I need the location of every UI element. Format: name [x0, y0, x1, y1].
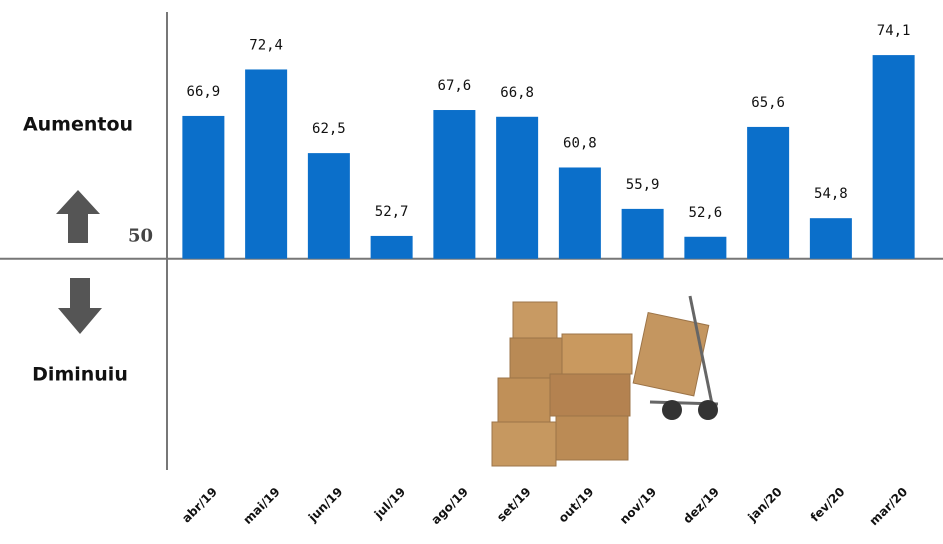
value-label: 72,4 [249, 37, 283, 53]
annotation: Diminuiu [32, 364, 128, 386]
x-tick-label: mar/20 [867, 485, 911, 529]
x-tick-label: set/19 [494, 485, 534, 525]
bar [872, 55, 915, 259]
value-label: 66,8 [500, 85, 534, 101]
value-label: 62,5 [312, 121, 346, 137]
x-tick-label: jul/19 [371, 485, 408, 522]
up-arrow [56, 190, 100, 243]
boxes-illustration [491, 295, 719, 467]
bar [809, 218, 852, 259]
value-label: 65,6 [751, 95, 785, 111]
y-tick-label: 50 [128, 226, 153, 247]
value-label: 55,9 [626, 177, 660, 193]
x-tick-label: dez/19 [680, 485, 722, 527]
bar [182, 115, 225, 259]
x-tick-label: jun/19 [305, 485, 346, 526]
x-tick-label: mai/19 [240, 485, 282, 527]
x-tick-label: nov/19 [617, 485, 659, 527]
bar [684, 236, 727, 259]
value-label: 66,9 [187, 84, 221, 100]
down-arrow [58, 278, 102, 334]
x-tick-label: out/19 [556, 485, 597, 526]
x-tick-label: ago/19 [429, 485, 471, 527]
bar [621, 208, 664, 259]
bar [433, 110, 476, 259]
bar [558, 167, 601, 259]
x-tick-label: fev/20 [808, 485, 848, 525]
bar [245, 69, 288, 259]
value-label: 67,6 [438, 78, 472, 94]
value-label: 74,1 [877, 23, 911, 39]
x-tick-label: abr/19 [179, 485, 220, 526]
bar [370, 235, 413, 259]
x-tick-label: jan/20 [745, 485, 785, 525]
value-label: 60,8 [563, 135, 597, 151]
bar [307, 153, 350, 259]
bar [496, 116, 539, 259]
value-label: 52,7 [375, 204, 409, 220]
bar [747, 126, 790, 259]
annotation: Aumentou [23, 114, 133, 136]
value-label: 52,6 [689, 205, 723, 221]
value-label: 54,8 [814, 186, 848, 202]
